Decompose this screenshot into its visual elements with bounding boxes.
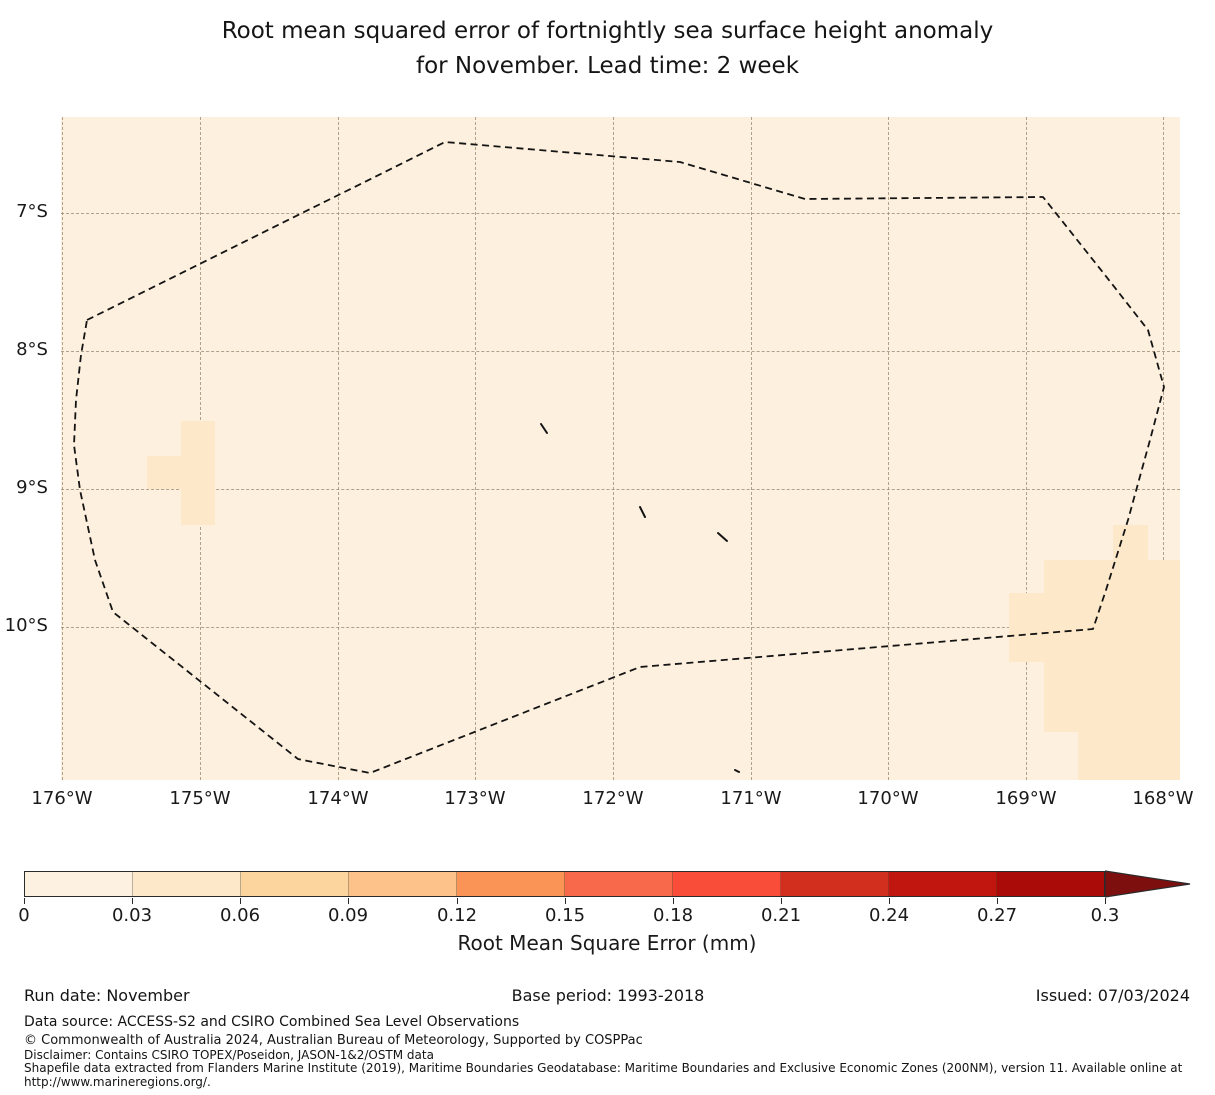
- map-gridline-vertical: [1026, 117, 1027, 780]
- island-mark: [540, 423, 548, 434]
- colorbar-tick-label: 0.18: [652, 905, 694, 926]
- colorbar-bin-segment: [565, 872, 673, 896]
- colorbar-tick-mark: [132, 898, 133, 904]
- colorbar-over-range-triangle: [1105, 870, 1191, 898]
- base-period-text: Base period: 1993-2018: [511, 986, 705, 1005]
- chart-title-line2: for November. Lead time: 2 week: [415, 53, 800, 79]
- colorbar-bin-segment: [781, 872, 889, 896]
- data-source-text: Data source: ACCESS-S2 and CSIRO Combine…: [24, 1014, 520, 1030]
- island-mark: [717, 532, 728, 542]
- y-axis-tick-label: 9°S: [16, 477, 48, 498]
- colorbar-tick-label: 0.06: [219, 905, 261, 926]
- x-axis-tick-label: 174°W: [307, 788, 369, 809]
- colorbar-bin-segment: [673, 872, 781, 896]
- map-plot-area: [61, 117, 1180, 780]
- y-axis-tick-label: 8°S: [16, 339, 48, 360]
- colorbar-tick-label: 0.24: [868, 905, 910, 926]
- colorbar-tick-mark: [997, 898, 998, 904]
- colorbar-axis-label: Root Mean Square Error (mm): [457, 931, 757, 955]
- colorbar-tick-label: 0.03: [111, 905, 153, 926]
- map-gridline-horizontal: [61, 627, 1180, 628]
- map-gridline-vertical: [751, 117, 752, 780]
- x-axis-tick-label: 170°W: [857, 788, 919, 809]
- boundary-overlay-svg: [73, 141, 1165, 774]
- colorbar-tick-label: 0.21: [760, 905, 802, 926]
- colorbar-tick-mark: [673, 898, 674, 904]
- colorbar: [24, 871, 1105, 897]
- issued-date-text: Issued: 07/03/2024: [1035, 986, 1190, 1005]
- copyright-text: © Commonwealth of Australia 2024, Austra…: [24, 1033, 643, 1048]
- colorbar-tick-label: 0: [18, 905, 30, 926]
- rmse-elevated-cell-patch: [1044, 662, 1180, 732]
- x-axis-tick-label: 169°W: [995, 788, 1057, 809]
- colorbar-tick-mark: [24, 898, 25, 904]
- rmse-elevated-cell-patch: [1009, 593, 1180, 662]
- eez-boundary-dashed-outline: [73, 141, 1165, 774]
- map-gridline-vertical: [613, 117, 614, 780]
- map-gridline-vertical: [62, 117, 63, 780]
- rmse-elevated-cell-patch: [147, 456, 181, 489]
- map-gridline-horizontal: [61, 213, 1180, 214]
- disclaimer-text: Disclaimer: Contains CSIRO TOPEX/Poseido…: [24, 1048, 434, 1062]
- y-axis-tick-label: 7°S: [16, 201, 48, 222]
- colorbar-bin-segment: [241, 872, 349, 896]
- x-axis-tick-label: 168°W: [1132, 788, 1194, 809]
- colorbar-bin-segment: [133, 872, 241, 896]
- rmse-elevated-cell-patch: [1113, 525, 1148, 560]
- colorbar-bin-segment: [997, 872, 1104, 896]
- x-axis-tick-label: 171°W: [720, 788, 782, 809]
- colorbar-extend-arrow: [1105, 870, 1191, 898]
- colorbar-tick-label: 0.09: [327, 905, 369, 926]
- colorbar-tick-mark: [565, 898, 566, 904]
- shapefile-attribution-text: Shapefile data extracted from Flanders M…: [24, 1061, 1183, 1089]
- colorbar-bin-segment: [457, 872, 565, 896]
- map-gridline-vertical: [475, 117, 476, 780]
- colorbar-tick-label: 0.3: [1090, 905, 1120, 926]
- rmse-elevated-cell-patch: [1044, 560, 1180, 593]
- map-gridline-horizontal: [61, 489, 1180, 490]
- colorbar-bin-segment: [349, 872, 457, 896]
- chart-title-line1: Root mean squared error of fortnightly s…: [221, 18, 994, 44]
- run-date-text: Run date: November: [24, 986, 190, 1005]
- map-gridline-horizontal: [61, 351, 1180, 352]
- map-gridline-vertical: [338, 117, 339, 780]
- colorbar-tick-mark: [457, 898, 458, 904]
- colorbar-tick-label: 0.12: [436, 905, 478, 926]
- y-axis-tick-label: 10°S: [4, 615, 48, 636]
- colorbar-tick-label: 0.15: [544, 905, 586, 926]
- map-gridline-vertical: [888, 117, 889, 780]
- colorbar-tick-mark: [781, 898, 782, 904]
- colorbar-tick-mark: [240, 898, 241, 904]
- rmse-elevated-cell-patch: [181, 421, 215, 525]
- chart-title: Root mean squared error of fortnightly s…: [0, 14, 1215, 84]
- island-mark: [734, 769, 740, 773]
- colorbar-tick-label: 0.27: [976, 905, 1018, 926]
- x-axis-tick-label: 173°W: [444, 788, 506, 809]
- colorbar-tick-mark: [889, 898, 890, 904]
- rmse-elevated-cell-patch: [1078, 732, 1180, 780]
- colorbar-bin-segment: [25, 872, 133, 896]
- map-gridline-vertical: [1163, 117, 1164, 780]
- x-axis-tick-label: 176°W: [31, 788, 93, 809]
- x-axis-tick-label: 172°W: [582, 788, 644, 809]
- colorbar-bin-segment: [889, 872, 997, 896]
- x-axis-tick-label: 175°W: [169, 788, 231, 809]
- colorbar-tick-mark: [348, 898, 349, 904]
- island-mark: [639, 506, 646, 518]
- colorbar-tick-mark: [1105, 898, 1106, 904]
